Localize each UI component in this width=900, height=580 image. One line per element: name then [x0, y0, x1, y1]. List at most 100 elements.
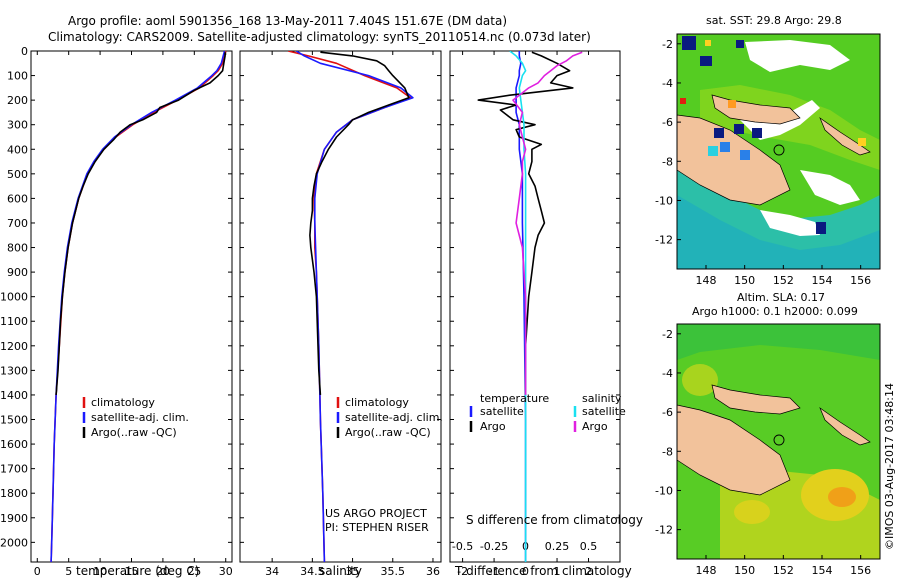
y-tick-label: 1300: [0, 364, 28, 377]
difference-y-ticks: [450, 50, 620, 543]
y-tick-label: 2000: [0, 536, 28, 549]
map-x-tick-label: 148: [696, 274, 717, 287]
map-y-tick-label: -2: [662, 328, 673, 341]
salinity-lines: [288, 51, 414, 562]
x-tick-label: 35.5: [381, 565, 406, 578]
legend-argo-label: Argo(..raw -QC): [345, 426, 431, 439]
series-line-cyan: [509, 51, 527, 562]
series-line-clim: [288, 51, 412, 562]
map-y-tick-label: -6: [662, 406, 673, 419]
map-x-tick-label: 152: [773, 564, 794, 577]
sla-map-frame: [676, 323, 881, 560]
series-line-sat: [295, 51, 414, 562]
x-tick-label: 34.5: [300, 565, 325, 578]
map-x-tick-label: 156: [850, 564, 871, 577]
sla-map-title-2: Argo h1000: 0.1 h2000: 0.099: [692, 305, 858, 318]
series-line-magenta: [512, 51, 583, 395]
legend-salinity-title: salinity: [582, 392, 622, 405]
map-x-tick-label: 154: [812, 564, 833, 577]
sst-map-title: sat. SST: 29.8 Argo: 29.8: [706, 14, 842, 27]
y-tick-label: 1200: [0, 340, 28, 353]
salinity-y-ticks: [240, 50, 441, 543]
y-tick-label: 900: [7, 266, 28, 279]
legend-t-sat-label: satellite: [480, 405, 524, 418]
legend-sat-label: satellite-adj. clim.: [345, 411, 443, 424]
series-line-argo: [55, 52, 226, 395]
x-tick-label: -1: [489, 565, 500, 578]
y-tick-label: 500: [7, 168, 28, 181]
x-tick-label: 34: [265, 565, 279, 578]
map-y-tick-label: -2: [662, 38, 673, 51]
sst-map-ticks: 148 150 152 154 156 -2 -4 -6 -8 -10 -12: [655, 38, 871, 287]
map-x-tick-label: 152: [773, 274, 794, 287]
legend-clim-label: climatology: [345, 396, 409, 409]
x-top-tick-label: 0.25: [545, 540, 570, 553]
map-y-tick-label: -12: [655, 234, 673, 247]
credit-project: US ARGO PROJECT: [325, 507, 427, 520]
legend-argo-label: Argo(..raw -QC): [91, 426, 177, 439]
x-tick-label: 5: [65, 565, 72, 578]
x-tick-label: 25: [187, 565, 201, 578]
salinity-plot-frame: [239, 50, 442, 563]
temperature-lines: [50, 51, 227, 562]
t-difference-xlabel: T difference from climatology: [454, 564, 632, 578]
series-line-clim: [50, 51, 227, 562]
series-line-sat: [50, 51, 226, 562]
header-line-2: Climatology: CARS2009. Satellite-adjuste…: [48, 30, 591, 44]
legend-s-sat-label: satellite: [582, 405, 626, 418]
legend-temperature-title: temperature: [480, 392, 549, 405]
map-y-tick-label: -8: [662, 445, 673, 458]
y-tick-label: 400: [7, 143, 28, 156]
x-tick-label: 35: [346, 565, 360, 578]
y-tick-label: 1400: [0, 389, 28, 402]
header-line-1: Argo profile: aoml 5901356_168 13-May-20…: [68, 14, 507, 28]
x-tick-label: -2: [457, 565, 468, 578]
y-tick-label: 200: [7, 94, 28, 107]
legend-s-argo-label: Argo: [582, 420, 608, 433]
map-x-tick-label: 148: [696, 564, 717, 577]
salinity-panel: 34 34.5 35 35.5 36 salinity climatology sate…: [239, 50, 443, 578]
series-line-argo: [309, 51, 410, 395]
map-y-tick-label: -4: [662, 77, 673, 90]
legend-t-argo-label: Argo: [480, 420, 506, 433]
map-y-tick-label: -4: [662, 367, 673, 380]
x-tick-label: 0: [34, 565, 41, 578]
y-tick-label: 1000: [0, 291, 28, 304]
imos-stamp: ©IMOS 03-Aug-2017 03:48:14: [883, 383, 896, 550]
x-tick-label: 10: [93, 565, 107, 578]
temperature-xlabel: temperature (deg C): [76, 564, 199, 578]
sla-map-title-1: Altim. SLA: 0.17: [737, 291, 825, 304]
y-tick-label: 100: [7, 70, 28, 83]
map-y-tick-label: -6: [662, 116, 673, 129]
x-tick-label: 1: [554, 565, 561, 578]
map-y-tick-label: -10: [655, 194, 673, 207]
difference-plot-frame: [449, 50, 621, 563]
map-x-tick-label: 150: [734, 274, 755, 287]
temperature-panel: 0100200300400500600700800900100011001200…: [0, 45, 233, 578]
temperature-legend: climatology satellite-adj. clim. Argo(..…: [82, 396, 189, 439]
y-tick-label: 800: [7, 242, 28, 255]
map-y-tick-label: -10: [655, 484, 673, 497]
difference-lines: [477, 51, 583, 562]
temperature-x-ticks: 0 5 10 15 20 25 30: [34, 51, 233, 578]
x-tick-label: 36: [426, 565, 440, 578]
y-tick-label: 1100: [0, 315, 28, 328]
y-tick-label: 1900: [0, 512, 28, 525]
x-top-tick-label: -0.25: [480, 540, 508, 553]
y-tick-label: 600: [7, 192, 28, 205]
y-tick-label: 1500: [0, 414, 28, 427]
x-tick-label: 15: [125, 565, 139, 578]
x-tick-label: 20: [156, 565, 170, 578]
map-x-tick-label: 150: [734, 564, 755, 577]
sla-map-ticks: 148 150 152 154 156 -2 -4 -6 -8 -10 -12: [655, 328, 871, 577]
credit-pi: PI: STEPHEN RISER: [325, 521, 429, 534]
sst-map-panel: sat. SST: 29.8 Argo: 29.8: [655, 14, 881, 287]
legend-clim-label: climatology: [91, 396, 155, 409]
x-tick-label: 2: [585, 565, 592, 578]
difference-x-ticks: -2 -1 0 1 2-0.5 -0.25 0 0.25 0.5: [452, 51, 597, 578]
series-line-argo: [477, 51, 574, 395]
x-top-tick-label: 0.5: [580, 540, 598, 553]
salinity-xlabel: salinity: [319, 564, 362, 578]
y-tick-label: 1800: [0, 487, 28, 500]
